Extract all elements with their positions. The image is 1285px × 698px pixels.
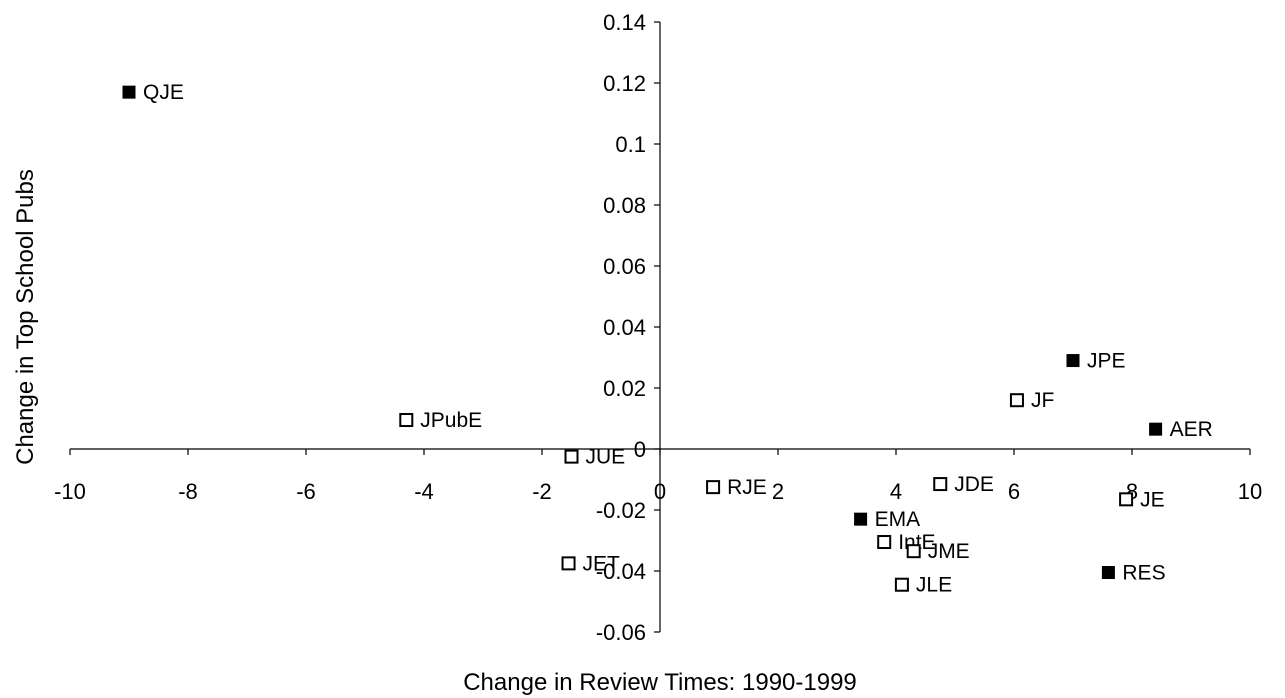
point-label: EMA (875, 508, 921, 531)
x-tick-label: 4 (890, 479, 902, 504)
x-tick-label: 0 (654, 479, 666, 504)
data-point-ema: EMA (854, 508, 921, 531)
point-label: RES (1122, 562, 1165, 585)
data-point-jpube: JPubE (399, 409, 482, 432)
data-point-rje: RJE (706, 476, 767, 499)
x-tick-label: -6 (296, 479, 316, 504)
point-label: JE (1140, 488, 1165, 511)
x-tick-label: 10 (1238, 479, 1262, 504)
filled-square-marker (1066, 354, 1080, 368)
y-tick-label: 0.14 (603, 10, 646, 35)
point-label: JDE (954, 473, 994, 496)
point-label: JLE (916, 574, 952, 597)
data-point-jme: JME (906, 540, 970, 563)
y-axis-title: Change in Top School Pubs (12, 169, 39, 465)
open-square-marker (877, 535, 892, 550)
point-label: JPE (1087, 350, 1126, 373)
filled-square-marker (1149, 422, 1163, 436)
y-tick-label: 0 (634, 437, 646, 462)
x-tick-label: 6 (1008, 479, 1020, 504)
point-label: JF (1031, 389, 1054, 412)
x-tick-label: -4 (414, 479, 434, 504)
data-point-jde: JDE (933, 473, 994, 496)
data-point-jpe: JPE (1066, 350, 1126, 373)
y-tick-label: -0.06 (596, 620, 646, 645)
open-square-marker (399, 413, 414, 428)
data-point-res: RES (1101, 562, 1166, 585)
y-tick-label: 0.04 (603, 315, 646, 340)
y-tick-label: 0.12 (603, 71, 646, 96)
point-label: JME (928, 540, 970, 563)
y-tick-label: 0.06 (603, 254, 646, 279)
point-label: JUE (586, 446, 626, 469)
x-axis-title: Change in Review Times: 1990-1999 (463, 669, 857, 696)
x-tick-label: 2 (772, 479, 784, 504)
data-point-je: JE (1119, 488, 1165, 511)
data-point-aer: AER (1149, 418, 1213, 441)
data-point-jle: JLE (894, 574, 952, 597)
open-square-marker (933, 477, 948, 492)
open-square-marker (1009, 393, 1024, 408)
open-square-marker (1119, 492, 1134, 507)
data-point-jue: JUE (564, 446, 626, 469)
point-label: RJE (727, 476, 767, 499)
x-tick-label: -8 (178, 479, 198, 504)
open-square-marker (894, 577, 909, 592)
point-label: AER (1170, 418, 1213, 441)
point-label: QJE (143, 81, 184, 104)
data-point-jf: JF (1009, 389, 1054, 412)
point-label: JET (583, 552, 621, 575)
y-tick-label: -0.02 (596, 498, 646, 523)
y-tick-label: 0.1 (615, 132, 646, 157)
y-tick-label: -0.04 (596, 559, 646, 584)
y-tick-label: 0.08 (603, 193, 646, 218)
point-label: JPubE (420, 409, 482, 432)
filled-square-marker (854, 512, 868, 526)
data-point-jet: JET (561, 552, 621, 575)
open-square-marker (906, 544, 921, 559)
x-tick-label: -2 (532, 479, 552, 504)
y-tick-label: 0.02 (603, 376, 646, 401)
filled-square-marker (122, 85, 136, 99)
open-square-marker (706, 480, 721, 495)
filled-square-marker (1101, 566, 1115, 580)
open-square-marker (561, 556, 576, 571)
open-square-marker (564, 449, 579, 464)
ticks: -10 -8 -6 -4 -2 0 2 4 6 8 10-0.06-0.04-0.0200.020.… (54, 10, 1262, 645)
x-tick-label: -10 (54, 479, 86, 504)
data-point-qje: QJE (122, 81, 184, 104)
